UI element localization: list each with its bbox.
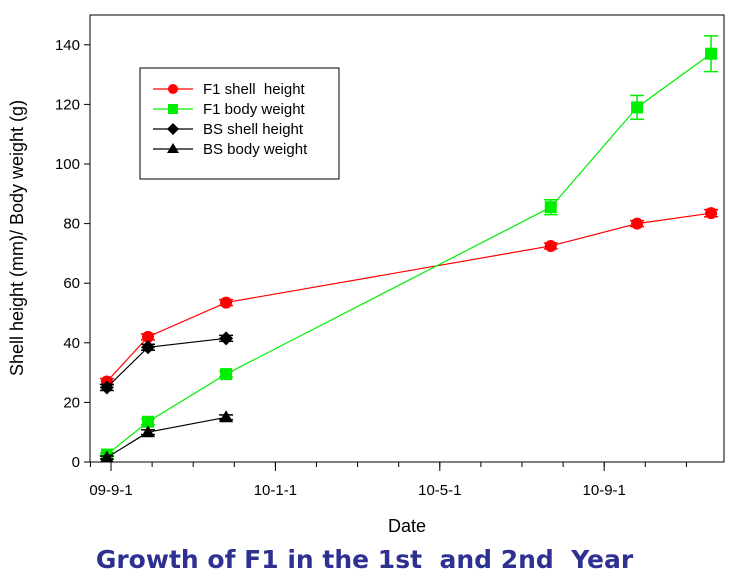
series-f1-body-weight — [99, 35, 719, 461]
marker-circle — [141, 330, 154, 343]
marker-square — [631, 101, 644, 114]
series-line — [106, 212, 712, 382]
x-axis: 09-9-1 10-1-1 10-5-1 10-9-1 — [89, 462, 687, 499]
series-line — [106, 416, 227, 459]
y-tick-label: 140 — [55, 37, 80, 54]
legend-label: BS body weight — [203, 141, 308, 158]
legend-item: BS body weight — [153, 141, 308, 158]
y-tick-label: 120 — [55, 96, 80, 113]
x-tick-label: 10-1-1 — [254, 482, 297, 499]
marker-diamond — [140, 340, 155, 355]
marker-square — [705, 47, 718, 60]
y-tick-label: 40 — [63, 335, 80, 352]
legend-item: F1 body weight — [153, 101, 306, 118]
x-tick-label: 10-9-1 — [583, 482, 626, 499]
legend-label: F1 body weight — [203, 101, 306, 118]
legend-item: BS shell height — [153, 121, 304, 138]
y-tick-label: 0 — [72, 454, 80, 471]
y-axis-label: Shell height (mm)/ Body weight (g) — [7, 100, 27, 376]
series-layer — [99, 35, 719, 463]
y-axis: 0 20 40 60 80 100 120 140 — [55, 37, 90, 471]
marker-square — [544, 201, 557, 214]
marker-circle — [705, 207, 718, 220]
x-tick-label: 09-9-1 — [89, 482, 132, 499]
marker-square — [168, 104, 178, 114]
series-bs-shell-height — [99, 331, 234, 395]
y-tick-label: 20 — [63, 394, 80, 411]
marker-triangle — [99, 450, 114, 463]
marker-triangle — [140, 425, 155, 438]
marker-circle — [220, 296, 233, 309]
chart-title: Growth of F1 in the 1st and 2nd Year — [95, 545, 634, 574]
x-axis-label: Date — [388, 516, 426, 536]
series-bs-body-weight — [99, 410, 234, 463]
x-tick-label: 10-5-1 — [418, 482, 461, 499]
marker-diamond — [99, 380, 114, 395]
legend-label: F1 shell height — [203, 81, 306, 98]
marker-circle — [544, 239, 557, 252]
marker-square — [141, 415, 154, 428]
marker-square — [220, 368, 233, 381]
series-line — [106, 53, 712, 456]
series-f1-shell-height — [99, 207, 719, 388]
legend: F1 shell height F1 body weight BS shell he… — [139, 67, 340, 180]
marker-circle — [631, 217, 644, 230]
legend-label: BS shell height — [203, 121, 304, 138]
plot-area-frame — [89, 14, 725, 463]
legend-item: F1 shell height — [153, 81, 306, 98]
marker-triangle — [219, 410, 234, 423]
marker-diamond — [167, 123, 179, 135]
y-tick-label: 100 — [55, 156, 80, 173]
y-tick-label: 60 — [63, 275, 80, 292]
y-tick-label: 80 — [63, 216, 80, 233]
marker-triangle — [167, 143, 179, 153]
marker-diamond — [219, 331, 234, 346]
marker-circle — [168, 84, 178, 94]
